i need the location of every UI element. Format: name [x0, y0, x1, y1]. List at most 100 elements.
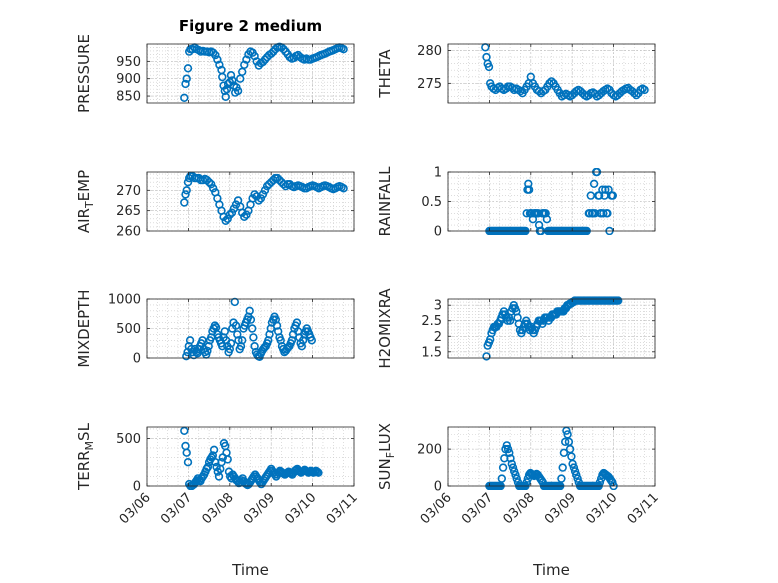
y-axis-label: TERRMSL — [75, 422, 96, 491]
data-point — [220, 327, 230, 336]
data-point — [573, 474, 582, 483]
data-point — [181, 190, 190, 199]
data-point — [482, 352, 491, 361]
data-point — [569, 463, 579, 472]
data-point — [511, 470, 520, 480]
data-markers — [180, 426, 323, 490]
data-point — [250, 190, 259, 199]
x-tick-label: 03/11 — [625, 490, 662, 527]
y-tick-label: 1.5 — [421, 345, 442, 360]
data-point — [545, 79, 554, 88]
data-markers — [180, 171, 348, 226]
data-point — [221, 216, 230, 226]
data-point — [183, 458, 193, 467]
y-tick-label: 2 — [434, 330, 442, 345]
data-markers — [182, 297, 316, 361]
subplot-air-temp: 260 265 270 AIRTEMP — [75, 170, 355, 240]
x-tick-label: 03/06 — [117, 490, 154, 527]
data-point — [484, 62, 494, 72]
y-tick-label: 950 — [116, 55, 141, 70]
data-point — [505, 448, 514, 457]
data-point — [240, 212, 249, 222]
minor-grid — [447, 298, 656, 359]
subplot-h2omixra: 1.522.53 H2OMIXRA — [376, 288, 656, 369]
data-point — [508, 463, 518, 472]
data-point — [524, 179, 533, 189]
data-point — [222, 84, 232, 94]
data-point — [182, 186, 191, 195]
data-point — [516, 86, 525, 96]
data-point — [563, 430, 572, 439]
data-point — [228, 76, 237, 85]
x-tick-label: 03/08 — [200, 490, 237, 527]
x-axis-label: Time — [532, 561, 570, 579]
axes-box — [146, 426, 355, 487]
data-point — [339, 184, 348, 193]
data-point — [630, 88, 639, 98]
data-point — [214, 472, 224, 481]
data-point — [267, 49, 276, 58]
data-point — [258, 190, 268, 199]
minor-grid — [447, 426, 656, 487]
data-point — [185, 336, 195, 345]
data-point — [183, 64, 193, 73]
data-point — [221, 92, 230, 102]
data-point — [242, 210, 251, 219]
y-axis-label: RAINFALL — [376, 166, 394, 237]
data-point — [565, 444, 575, 454]
data-point — [211, 50, 220, 60]
data-point — [218, 72, 227, 82]
y-tick-label: 500 — [116, 322, 141, 337]
x-tick-label: 03/08 — [501, 490, 538, 527]
data-point — [313, 467, 322, 476]
data-point — [542, 215, 552, 224]
data-point — [585, 209, 594, 218]
data-point — [246, 315, 256, 324]
y-tick-label: 1 — [434, 166, 442, 181]
y-tick-label: 0.5 — [421, 195, 442, 210]
data-point — [640, 85, 649, 95]
data-point — [524, 185, 534, 194]
data-point — [238, 67, 247, 77]
y-tick-label: 1000 — [108, 293, 141, 308]
data-point — [558, 463, 567, 472]
data-point — [203, 346, 212, 356]
y-axis-label: MIXDEPTH — [75, 289, 93, 367]
axes-box — [447, 43, 656, 104]
x-tick-label: 03/10 — [282, 490, 319, 527]
y-tick-label: 280 — [417, 44, 442, 59]
data-point — [227, 208, 237, 217]
y-tick-label: 500 — [116, 432, 141, 447]
data-point — [507, 459, 516, 469]
y-tick-label: 3 — [434, 299, 442, 314]
data-point — [223, 214, 232, 224]
data-point — [181, 441, 190, 451]
data-point — [632, 90, 641, 100]
data-point — [193, 349, 202, 358]
subplot-theta: 275 280 THETA — [376, 43, 656, 104]
x-tick-label: 03/11 — [324, 490, 361, 527]
minor-grid — [447, 171, 656, 232]
data-point — [512, 474, 521, 483]
data-point — [586, 191, 595, 200]
x-tick-label: 03/06 — [418, 490, 455, 527]
data-point — [547, 77, 556, 86]
data-point — [181, 79, 190, 89]
data-point — [498, 463, 508, 472]
data-point — [339, 44, 348, 54]
data-point — [231, 321, 241, 330]
x-tick-label: 03/07 — [459, 490, 496, 527]
y-tick-label: 900 — [116, 72, 141, 87]
y-tick-label: 850 — [116, 90, 141, 105]
x-tick-label: 03/09 — [542, 490, 579, 527]
data-point — [222, 448, 231, 457]
y-axis-label: SUNFLUX — [376, 423, 397, 490]
data-point — [182, 74, 191, 83]
y-tick-label: 270 — [116, 184, 141, 199]
data-point — [307, 336, 316, 345]
data-point — [314, 468, 323, 477]
data-point — [230, 297, 240, 307]
subplot-pressure: 850 900 950 PRESSURE Figure 2 medium — [75, 17, 355, 113]
data-point — [218, 342, 227, 351]
